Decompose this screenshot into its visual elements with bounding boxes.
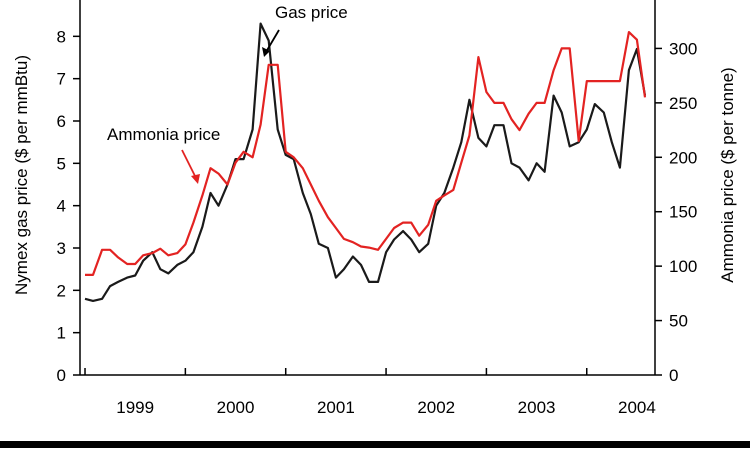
left-tick-label: 7: [57, 70, 66, 89]
ammonia-price-line: [85, 30, 647, 276]
left-tick-label: 6: [57, 112, 66, 131]
right-tick-label: 200: [669, 148, 697, 167]
x-tick-label: 2004: [618, 398, 656, 417]
right-tick-label: 150: [669, 203, 697, 222]
right-axis-label: Ammonia price ($ per tonne): [718, 67, 737, 282]
left-tick-label: 8: [57, 27, 66, 46]
series-layer: [84, 22, 647, 302]
ammonia-annotation-arrow: [181, 149, 197, 179]
left-tick-label: 1: [57, 324, 66, 343]
left-tick-label: 9: [57, 0, 66, 4]
x-tick-label: 2001: [317, 398, 355, 417]
left-tick-label: 5: [57, 154, 66, 173]
right-tick-label: 100: [669, 257, 697, 276]
left-tick-label: 2: [57, 281, 66, 300]
x-axis: 1999 2000 2001 2002 2003 2004: [80, 368, 656, 417]
x-tick-label: 2002: [417, 398, 455, 417]
x-tick-label: 1999: [116, 398, 154, 417]
left-tick-label: 4: [57, 197, 66, 216]
gas-price-line: [84, 22, 647, 302]
left-axis: 0 1 2 3 4 5 6 7 8 9: [57, 0, 81, 385]
right-tick-label: 300: [669, 39, 697, 58]
x-tick-label: 2003: [518, 398, 556, 417]
left-tick-label: 3: [57, 239, 66, 258]
left-axis-label: Nymex gas price ($ per mmBtu): [12, 55, 31, 295]
x-tick-label: 2000: [217, 398, 255, 417]
gas-annotation-arrow: [265, 29, 280, 53]
ammonia-price-annotation: Ammonia price: [107, 125, 220, 144]
left-tick-label: 0: [57, 366, 66, 385]
right-tick-label: 50: [669, 312, 688, 331]
right-tick-label: 0: [669, 366, 678, 385]
ammonia-arrow-head: [191, 174, 200, 184]
right-tick-label: 250: [669, 94, 697, 113]
gas-arrow-head: [262, 47, 270, 57]
bottom-rule: [0, 441, 750, 448]
gas-price-annotation: Gas price: [275, 3, 348, 22]
right-tick-label: 350: [669, 0, 697, 4]
right-axis: 0 50 100 150 200 250 300 350: [654, 0, 697, 385]
